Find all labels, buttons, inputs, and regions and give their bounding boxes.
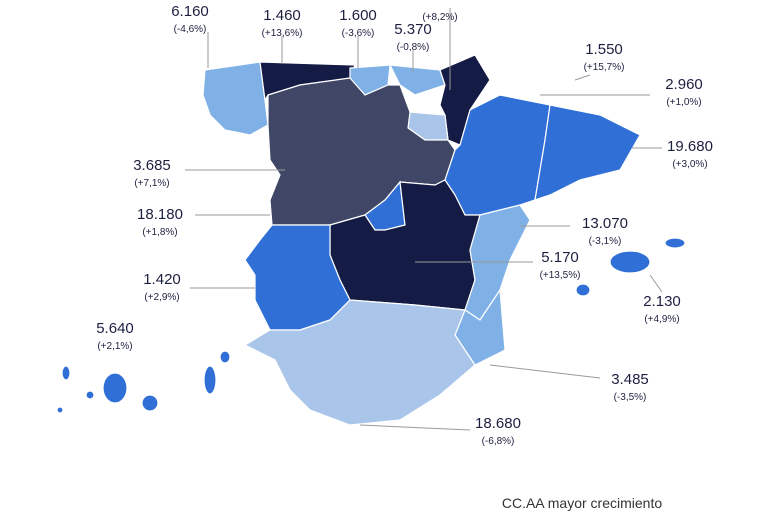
leader-line <box>489 364 601 379</box>
leader-line <box>359 424 471 431</box>
andalucia <box>243 299 476 426</box>
canarias-2 <box>85 390 95 400</box>
region-change: (-4,6%) <box>174 24 207 35</box>
region-change: (+2,9%) <box>144 292 179 303</box>
region-change: (+7,1%) <box>134 178 169 189</box>
canarias-4 <box>141 394 159 412</box>
navarra <box>439 54 491 146</box>
region-value: 1.420 <box>143 271 181 288</box>
region-value: 2.960 <box>665 76 703 93</box>
region-value: 2.130 <box>643 293 681 310</box>
menorca <box>664 237 686 249</box>
region-change: (+1,8%) <box>142 227 177 238</box>
region-value: 5.170 <box>541 249 579 266</box>
legend: CC.AA mayor crecimiento <box>502 495 662 511</box>
canarias-3 <box>102 372 128 404</box>
ibiza <box>575 283 591 297</box>
regions <box>56 54 686 426</box>
labels: 6.160 (-4,6%) 1.460 (+13,6%) 1.600 (-3,6%) 5.3… <box>96 3 713 447</box>
region-change: (-6,8%) <box>482 436 515 447</box>
canarias-6 <box>219 350 231 364</box>
region-change: (+1,0%) <box>666 97 701 108</box>
region-value: 1.600 <box>339 7 377 24</box>
region-value: 5.640 <box>96 320 134 337</box>
region-value: 1.460 <box>263 7 301 24</box>
region-value: 5.370 <box>394 21 432 38</box>
region-change: (+13,6%) <box>262 28 303 39</box>
region-change: (-3,6%) <box>342 28 375 39</box>
galicia <box>202 61 269 136</box>
region-value: 19.680 <box>667 138 713 155</box>
leader-line <box>574 74 591 81</box>
mallorca <box>609 250 651 274</box>
region-value: 18.680 <box>475 415 521 432</box>
leader-line <box>649 274 663 293</box>
region-change: (-3,1%) <box>589 236 622 247</box>
canarias-1 <box>61 365 71 381</box>
region-change: (+8,2%) <box>422 12 457 23</box>
cataluna <box>534 104 641 201</box>
canarias-7 <box>56 406 64 414</box>
region-change: (+4,9%) <box>644 314 679 325</box>
region-value: 13.070 <box>582 215 628 232</box>
region-change: (-0,8%) <box>397 42 430 53</box>
region-change: (+15,7%) <box>584 62 625 73</box>
region-change: (+2,1%) <box>97 341 132 352</box>
region-change: (+13,5%) <box>540 270 581 281</box>
region-value: 3.685 <box>133 157 171 174</box>
pais-vasco <box>388 64 446 96</box>
region-value: 18.180 <box>137 206 183 223</box>
region-value: 1.550 <box>585 41 623 58</box>
region-value: 3.485 <box>611 371 649 388</box>
region-change: (+3,0%) <box>672 159 707 170</box>
region-value: 6.160 <box>171 3 209 20</box>
canarias-5 <box>203 365 217 395</box>
region-change: (-3,5%) <box>614 392 647 403</box>
